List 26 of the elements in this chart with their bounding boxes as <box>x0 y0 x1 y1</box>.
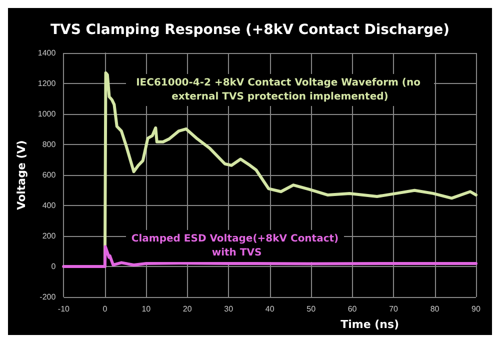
y-tick-label: 1400 <box>38 48 56 58</box>
y-tick-label: 200 <box>42 232 56 240</box>
chart-title: TVS Clamping Response (+8kV Contact Discharge) <box>50 22 450 38</box>
y-tick-label: -200 <box>40 292 56 302</box>
x-tick-label: 20 <box>182 304 192 314</box>
x-tick-label: 50 <box>306 304 316 314</box>
x-tick-label: 10 <box>142 304 152 314</box>
x-tick-label: 90 <box>472 304 481 314</box>
x-tick-label: 30 <box>224 304 234 314</box>
text: IEC61000-4-2 +8kV Contact Voltage Waveform (no external TVS protection implemented) <box>136 78 424 102</box>
x-tick-label: 70 <box>389 304 399 314</box>
series-label: Clamped ESD Voltage(+8kV Contact) with TVS <box>131 234 339 258</box>
line-series <box>62 245 478 268</box>
y-tick-label: 400 <box>42 201 56 210</box>
x-tick-label: 80 <box>430 304 440 314</box>
x-tick-label: 40 <box>265 304 275 314</box>
y-axis-title: Voltage (V) <box>15 140 28 210</box>
x-tick-label: 60 <box>348 304 358 314</box>
x-axis-title: Time (ns) <box>340 318 400 331</box>
y-tick-label: 800 <box>42 140 56 149</box>
x-tick-label: 0 <box>102 304 108 314</box>
y-tick-label: 600 <box>42 170 56 180</box>
y-tick-label: 1000 <box>38 110 56 118</box>
y-tick-label: 0 <box>51 262 56 271</box>
y-tick-label: 1200 <box>38 79 56 88</box>
x-tick-label: -10 <box>58 304 70 314</box>
